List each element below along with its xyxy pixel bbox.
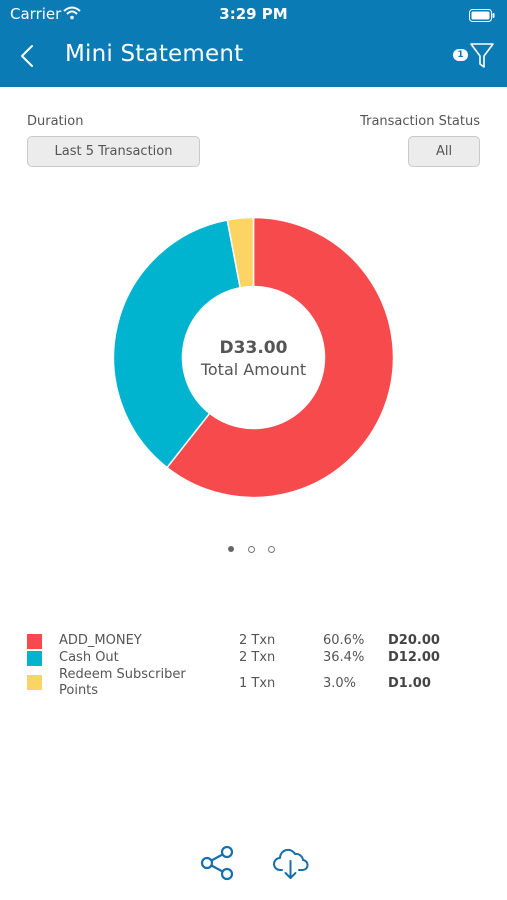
- legend-name: Redeem Subscriber Points: [59, 667, 186, 699]
- filter-icon: [470, 43, 494, 68]
- legend-txn-count: 1 Txn: [239, 676, 276, 691]
- duration-dropdown[interactable]: Last 5 Transaction: [27, 136, 200, 167]
- legend-name-line1: Redeem Subscriber: [59, 667, 186, 682]
- donut-slice-cash-out[interactable]: [113, 219, 242, 469]
- legend-swatch: [27, 634, 42, 649]
- cloud-download-icon: [273, 848, 309, 879]
- battery-icon: [469, 7, 495, 26]
- legend-txn-count: 2 Txn: [239, 650, 276, 665]
- donut-slice-add-money[interactable]: [165, 217, 394, 498]
- transaction-status-dropdown[interactable]: All: [408, 136, 480, 167]
- clock: 3:29 PM: [219, 5, 288, 23]
- legend-swatch: [27, 651, 42, 666]
- status-bar: Carrier 3:29 PM: [0, 0, 507, 28]
- page-dot[interactable]: [228, 546, 234, 552]
- legend-name: ADD_MONEY: [59, 633, 142, 648]
- legend-percent: 36.4%: [323, 650, 365, 665]
- legend-txn-count: 2 Txn: [239, 633, 276, 648]
- legend-amount: D12.00: [388, 650, 440, 665]
- legend-percent: 60.6%: [323, 633, 365, 648]
- transaction-donut-chart: [113, 217, 394, 498]
- back-arrow-icon: [21, 45, 33, 67]
- duration-label: Duration: [27, 114, 84, 129]
- app-header: Carrier 3:29 PM Mini Statement 1: [0, 0, 507, 87]
- download-button[interactable]: [272, 846, 310, 886]
- share-icon: [200, 845, 234, 881]
- legend-swatch: [27, 675, 42, 690]
- filter-button[interactable]: 1: [453, 42, 495, 70]
- total-amount-label: Total Amount: [200, 360, 307, 379]
- filter-count-badge: 1: [453, 49, 468, 61]
- legend-amount: D20.00: [388, 633, 440, 648]
- legend-percent: 3.0%: [323, 676, 357, 691]
- donut-slice-redeem-subscriber-points[interactable]: [226, 217, 255, 289]
- carrier-label: Carrier: [10, 5, 62, 23]
- legend-name-line2: Points: [59, 683, 99, 698]
- page-title: Mini Statement: [65, 41, 244, 67]
- wifi-icon: [63, 5, 81, 24]
- share-button[interactable]: [200, 845, 236, 885]
- page-dot[interactable]: [268, 546, 275, 553]
- legend-name: Cash Out: [59, 650, 119, 665]
- total-amount-value: D33.00: [219, 338, 288, 358]
- page-dot[interactable]: [248, 546, 255, 553]
- legend-amount: D1.00: [388, 676, 431, 691]
- back-button[interactable]: [20, 44, 34, 72]
- transaction-status-label: Transaction Status: [360, 114, 480, 129]
